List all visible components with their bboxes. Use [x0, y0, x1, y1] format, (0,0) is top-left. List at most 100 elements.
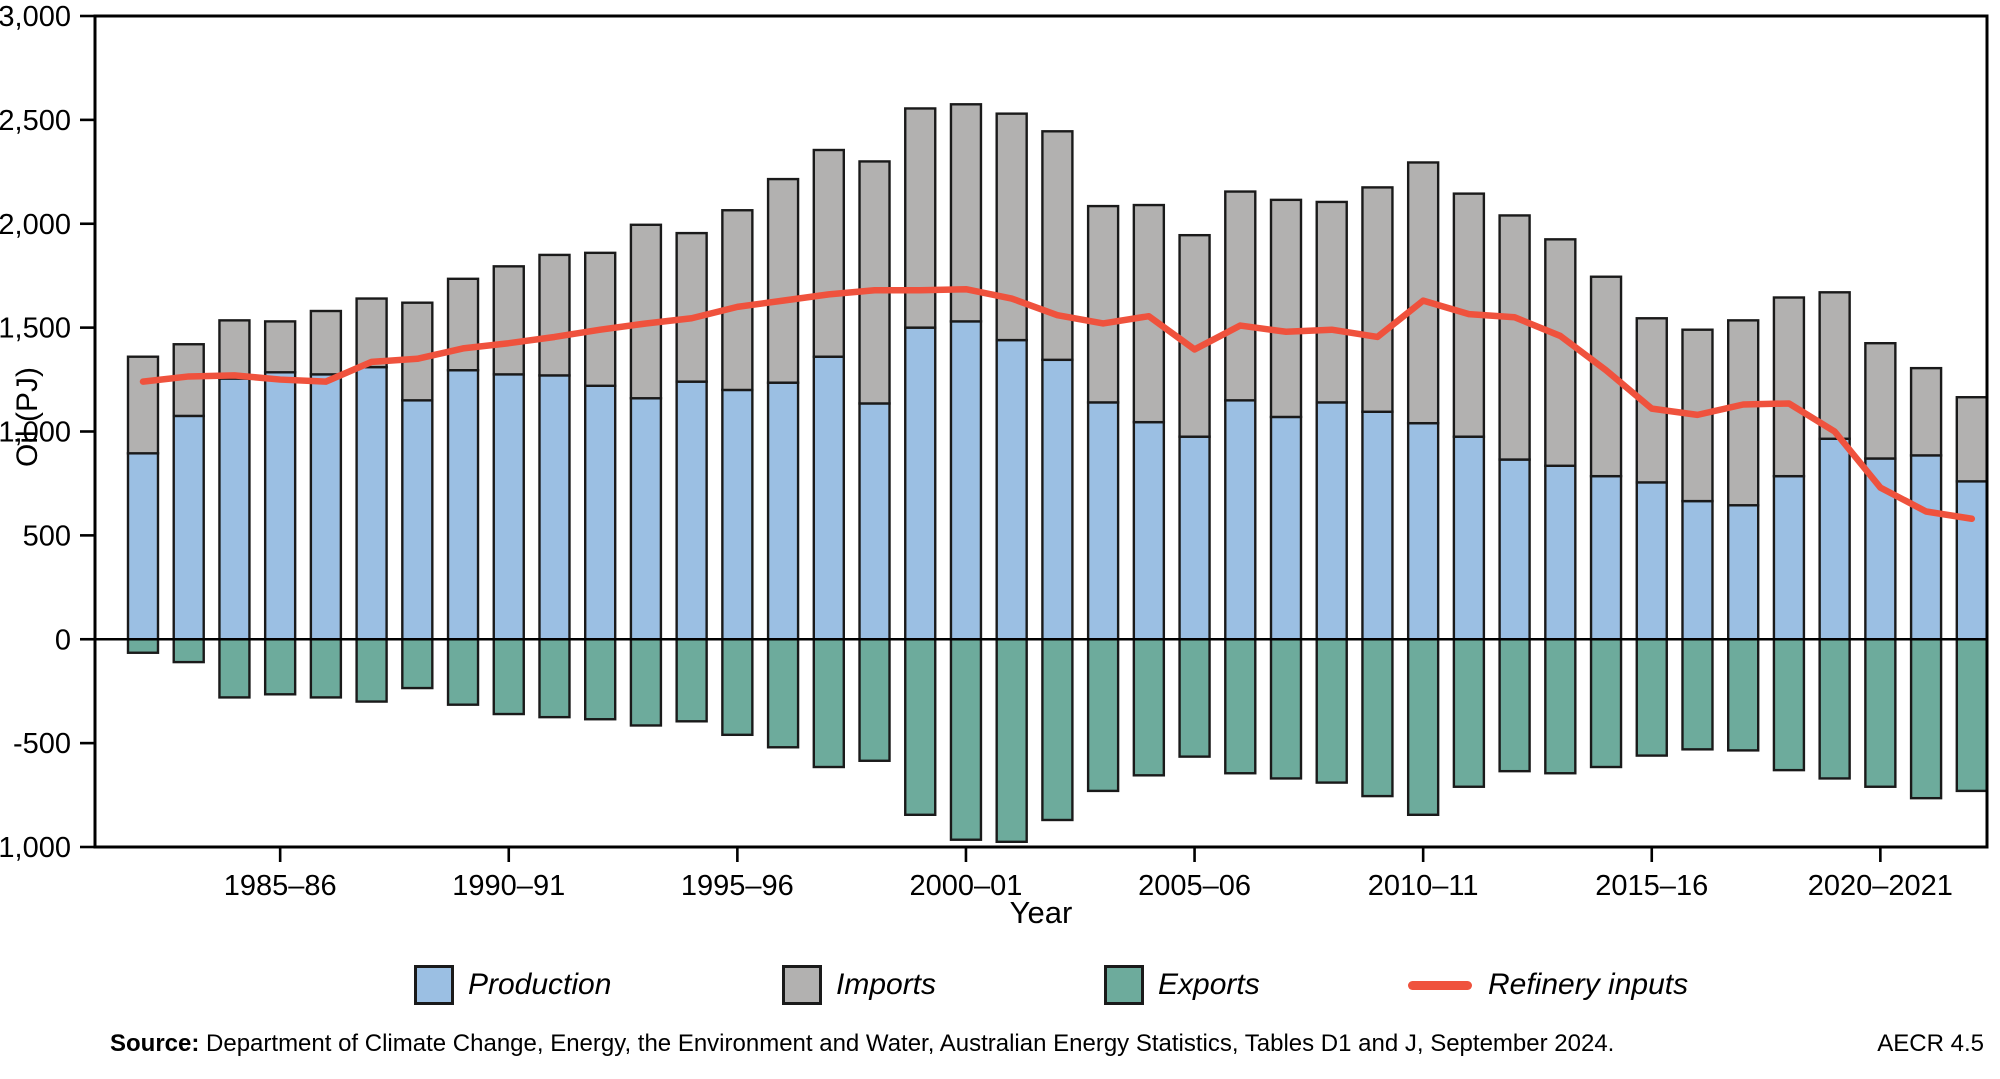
bar-production-1989–90: [446, 369, 480, 641]
production-swatch-icon: [414, 965, 454, 1005]
bar-production-1993–94: [629, 397, 663, 641]
bar-production-2004–05: [1132, 420, 1166, 641]
bar-exports-2005–06: [1178, 638, 1211, 758]
bar-imports-1994–95: [675, 231, 708, 383]
bar-exports-1993–94: [629, 638, 663, 727]
bar-production-1984–85: [218, 377, 251, 641]
bar-production-2008–09: [1315, 401, 1348, 641]
bar-production-2021–22: [1909, 454, 1943, 641]
bar-production-1992–93: [584, 384, 617, 641]
bar-production-1988–89: [401, 399, 434, 641]
bar-production-2009–10: [1361, 410, 1394, 641]
bar-exports-1998–99: [858, 638, 891, 762]
y-axis-title: Oil (PJ): [11, 367, 44, 467]
bar-imports-2007–08: [1269, 198, 1303, 419]
bar-exports-2019–20: [1818, 638, 1851, 780]
bar-exports-2017–18: [1726, 638, 1760, 752]
x-axis-title: Year: [1009, 895, 1073, 930]
bar-exports-2018–19: [1772, 638, 1806, 772]
bar-exports-1997–98: [812, 638, 845, 769]
bar-production-1991–92: [538, 374, 571, 641]
bar-production-1982–83: [126, 452, 160, 641]
bar-imports-1986–87: [309, 309, 343, 376]
bar-imports-2018–19: [1772, 296, 1806, 478]
bar-imports-2010–11: [1406, 161, 1440, 425]
bar-production-2010–11: [1406, 421, 1440, 641]
bar-exports-2022–23: [1955, 638, 1989, 793]
bar-imports-2002–03: [1041, 130, 1074, 362]
source-text: Department of Climate Change, Energy, th…: [199, 1030, 1615, 1057]
bar-exports-2008–09: [1315, 638, 1348, 784]
bar-imports-1993–94: [629, 223, 663, 400]
x-tick-label: 2005–06: [1138, 870, 1251, 902]
x-tick-label: 2015–16: [1595, 870, 1708, 902]
bar-imports-2017–18: [1726, 319, 1760, 507]
bar-exports-1986–87: [309, 638, 343, 699]
imports-swatch-icon: [782, 965, 822, 1005]
bar-production-2019–20: [1818, 437, 1851, 641]
bar-production-1997–98: [812, 355, 845, 641]
bar-production-1998–99: [858, 402, 891, 641]
bar-imports-1990–91: [492, 265, 525, 376]
bar-exports-2011–12: [1452, 638, 1486, 788]
y-tick-label: 2,500: [0, 105, 71, 137]
bar-production-1983–84: [172, 414, 205, 641]
bar-production-2022–23: [1955, 480, 1989, 641]
bar-production-2015–16: [1635, 481, 1668, 641]
y-tick-label: 1,500: [0, 313, 71, 345]
y-tick-label: 500: [23, 520, 71, 552]
bar-exports-2003–04: [1086, 638, 1120, 793]
bar-production-1999–00: [904, 326, 937, 641]
bar-imports-1992–93: [584, 251, 617, 387]
bar-production-1985–86: [263, 371, 297, 641]
legend-label-refinery-inputs: Refinery inputs: [1488, 968, 1689, 1001]
bar-exports-2002–03: [1041, 638, 1074, 822]
bar-imports-1996–97: [766, 177, 800, 384]
bar-imports-2014–15: [1589, 275, 1623, 478]
bar-exports-2009–10: [1361, 638, 1394, 798]
legend-label-exports: Exports: [1158, 968, 1260, 1001]
bar-production-2012–13: [1498, 458, 1531, 641]
bar-production-2011–12: [1452, 435, 1486, 641]
bar-exports-2020–21: [1864, 638, 1897, 788]
bar-imports-1988–89: [401, 301, 434, 402]
x-tick-label: 1990–91: [452, 870, 565, 902]
refinery-inputs-line-icon: [1408, 980, 1472, 990]
bar-imports-2022–23: [1955, 396, 1989, 483]
x-tick-label: 2020–2021: [1808, 870, 1953, 902]
bar-exports-2012–13: [1498, 638, 1531, 773]
bar-exports-1995–96: [721, 638, 754, 737]
bar-production-1987–88: [355, 365, 388, 641]
bar-exports-1983–84: [172, 638, 205, 664]
bar-exports-2013–14: [1544, 638, 1577, 775]
bar-production-1990–91: [492, 373, 525, 641]
bar-exports-2014–15: [1589, 638, 1623, 769]
bar-exports-2007–08: [1269, 638, 1303, 780]
bar-imports-1998–99: [858, 160, 891, 405]
exports-swatch-icon: [1104, 965, 1144, 1005]
bar-imports-2009–10: [1361, 186, 1394, 413]
legend-label-imports: Imports: [836, 968, 937, 1001]
bar-exports-1984–85: [218, 638, 251, 699]
bar-production-2005–06: [1178, 435, 1211, 641]
source-note: Source: Department of Climate Change, En…: [110, 1030, 1992, 1058]
bar-production-1996–97: [766, 381, 800, 641]
legend-entry-imports: Imports: [782, 962, 936, 1008]
bar-exports-2016–17: [1681, 638, 1714, 751]
bar-production-2018–19: [1772, 474, 1806, 641]
refinery-inputs-line: [139, 285, 1976, 523]
bar-exports-2021–22: [1909, 638, 1943, 800]
bar-imports-1989–90: [446, 277, 480, 372]
bar-production-1995–96: [721, 388, 754, 641]
legend-label-production: Production: [468, 968, 612, 1001]
bar-production-2013–14: [1544, 464, 1577, 641]
bar-exports-1987–88: [355, 638, 388, 703]
legend: Production Imports Exports Refinery inpu…: [0, 962, 2000, 1014]
x-tick-label: 1985–86: [224, 870, 337, 902]
bar-imports-2020–21: [1864, 342, 1897, 460]
bar-production-2017–18: [1726, 504, 1760, 641]
y-tick-label: -1,000: [0, 832, 71, 864]
bar-exports-1994–95: [675, 638, 708, 723]
bar-imports-1987–88: [355, 297, 388, 369]
